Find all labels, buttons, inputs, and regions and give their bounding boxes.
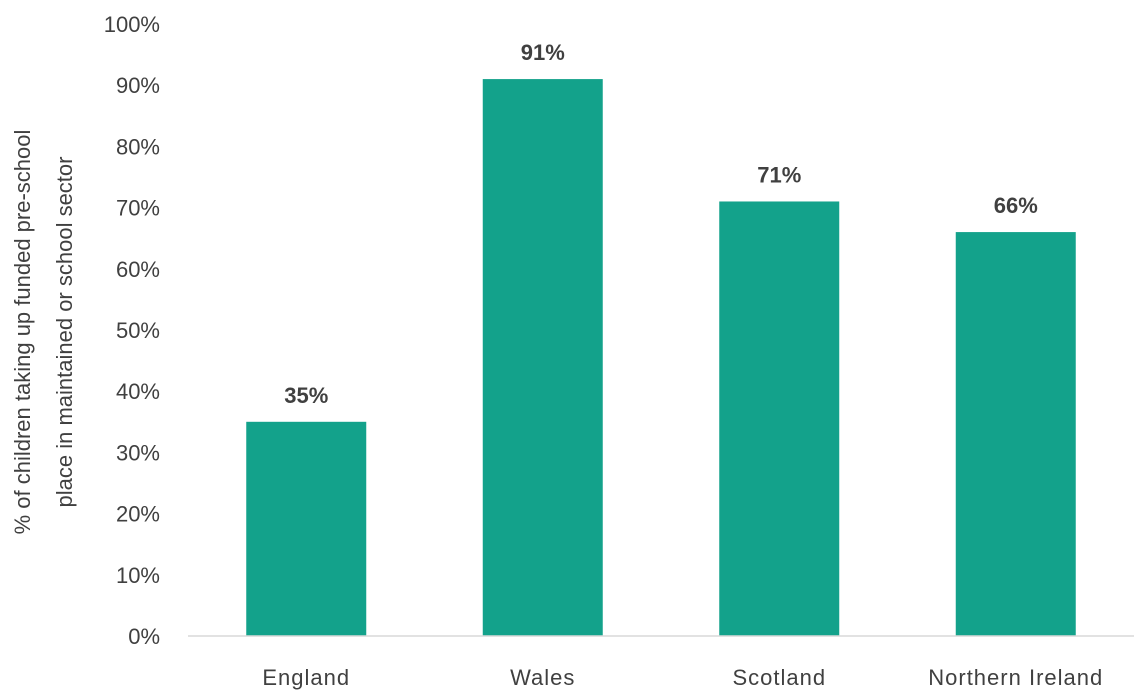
y-tick-label-30: 30% [116, 440, 160, 465]
x-category-label-wales: Wales [510, 665, 575, 690]
y-tick-label-90: 90% [116, 73, 160, 98]
y-axis-title-line-2: place in maintained or school sector [52, 157, 77, 508]
y-tick-label-60: 60% [116, 257, 160, 282]
bar-northern-ireland [955, 232, 1076, 636]
y-tick-label-70: 70% [116, 196, 160, 221]
bar-scotland [719, 201, 840, 637]
bar-wales [482, 79, 603, 636]
bar-england [246, 421, 367, 636]
bar-data-labels: 35% 91% 71% 66% [284, 40, 1038, 408]
x-category-label-northern-ireland: Northern Ireland [928, 665, 1103, 690]
y-tick-label-40: 40% [116, 379, 160, 404]
bar-series [246, 79, 1076, 637]
y-axis-title-line-1: % of children taking up funded pre-schoo… [10, 130, 35, 535]
y-tick-label-20: 20% [116, 502, 160, 527]
y-tick-label-100: 100% [104, 12, 160, 37]
y-tick-label-50: 50% [116, 318, 160, 343]
data-label-england: 35% [284, 383, 328, 408]
x-category-label-scotland: Scotland [732, 665, 826, 690]
data-label-northern-ireland: 66% [994, 193, 1038, 218]
y-axis-tick-labels: 0% 10% 20% 30% 40% 50% 60% 70% 80% 90% 100% [104, 12, 160, 649]
y-tick-label-80: 80% [116, 134, 160, 159]
y-tick-label-0: 0% [128, 624, 160, 649]
x-category-label-england: England [262, 665, 350, 690]
data-label-scotland: 71% [757, 162, 801, 187]
data-label-wales: 91% [521, 40, 565, 65]
x-axis-category-labels: England Wales Scotland Northern Ireland [262, 665, 1103, 690]
y-tick-label-10: 10% [116, 563, 160, 588]
y-axis-title: % of children taking up funded pre-schoo… [10, 130, 77, 535]
